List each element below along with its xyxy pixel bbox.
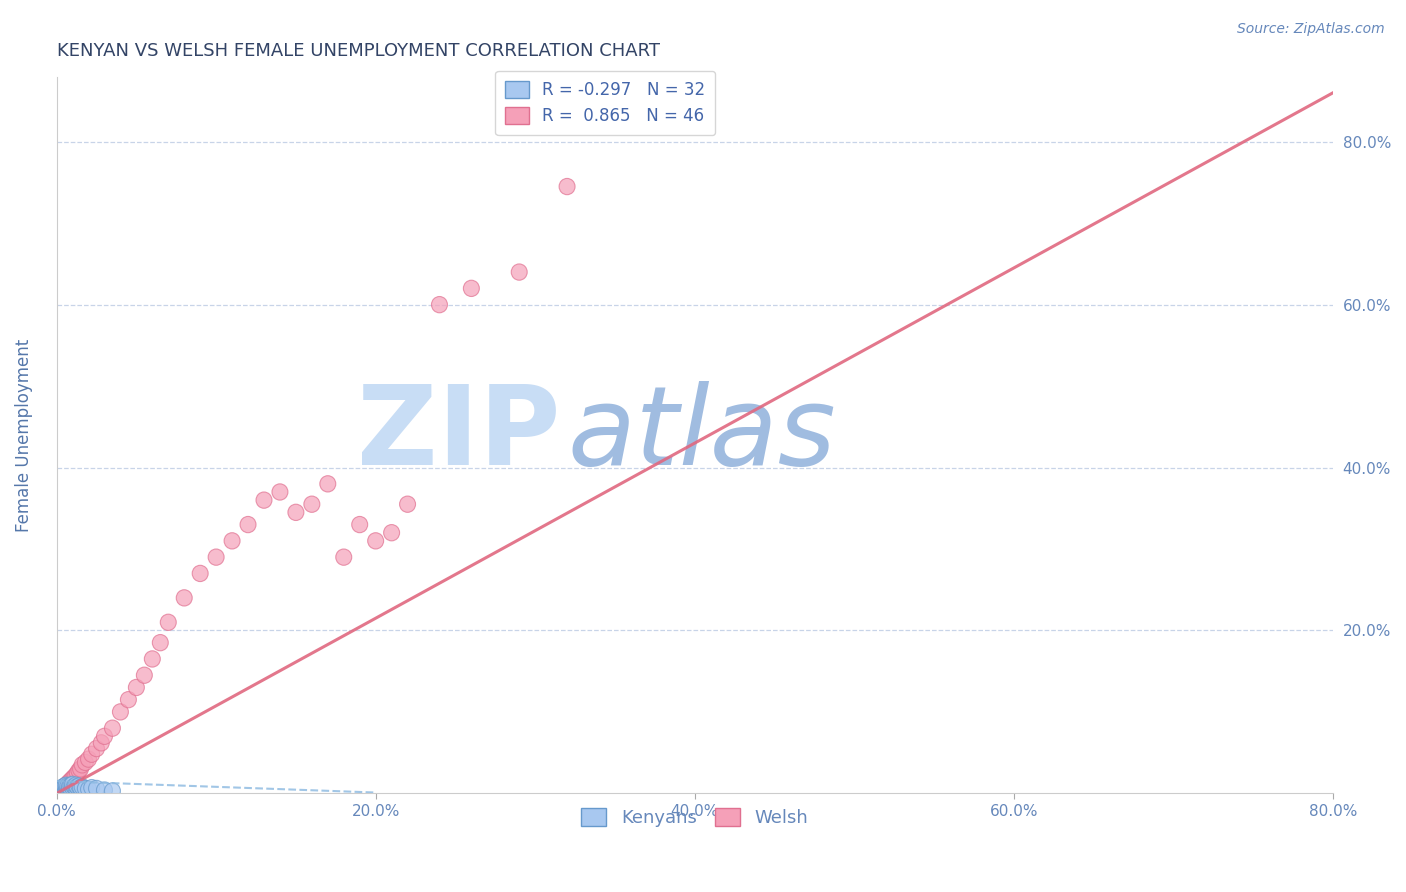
Ellipse shape [60,780,76,797]
Ellipse shape [70,778,87,794]
Ellipse shape [152,634,169,651]
Ellipse shape [336,549,352,566]
Ellipse shape [80,751,97,767]
Ellipse shape [512,264,527,280]
Ellipse shape [84,780,100,796]
Ellipse shape [67,780,84,796]
Ellipse shape [58,779,75,795]
Ellipse shape [256,492,271,508]
Ellipse shape [55,780,70,797]
Ellipse shape [97,782,112,798]
Ellipse shape [70,763,87,779]
Ellipse shape [67,767,84,783]
Ellipse shape [56,779,73,795]
Ellipse shape [288,504,304,521]
Ellipse shape [65,776,80,792]
Y-axis label: Female Unemployment: Female Unemployment [15,338,32,532]
Ellipse shape [104,783,121,799]
Ellipse shape [240,516,256,533]
Ellipse shape [75,756,90,773]
Ellipse shape [55,783,70,799]
Ellipse shape [271,483,288,500]
Ellipse shape [56,778,73,794]
Ellipse shape [62,781,77,797]
Ellipse shape [53,780,69,796]
Ellipse shape [193,566,208,582]
Ellipse shape [69,779,86,795]
Ellipse shape [84,746,100,763]
Ellipse shape [77,755,93,771]
Ellipse shape [208,549,224,566]
Ellipse shape [368,533,384,549]
Ellipse shape [63,777,79,793]
Ellipse shape [80,781,97,797]
Ellipse shape [384,524,399,541]
Ellipse shape [58,777,75,793]
Ellipse shape [66,769,82,785]
Legend: Kenyans, Welsh: Kenyans, Welsh [574,801,815,835]
Ellipse shape [58,781,75,797]
Ellipse shape [56,782,73,798]
Ellipse shape [67,777,84,793]
Ellipse shape [399,496,416,512]
Ellipse shape [65,771,80,787]
Ellipse shape [89,740,104,756]
Ellipse shape [62,773,77,790]
Ellipse shape [112,704,128,720]
Ellipse shape [73,780,89,796]
Ellipse shape [63,780,79,797]
Ellipse shape [560,178,575,194]
Ellipse shape [432,296,447,313]
Ellipse shape [128,680,145,696]
Text: KENYAN VS WELSH FEMALE UNEMPLOYMENT CORRELATION CHART: KENYAN VS WELSH FEMALE UNEMPLOYMENT CORR… [56,42,659,60]
Ellipse shape [60,775,76,792]
Ellipse shape [145,651,160,667]
Ellipse shape [73,761,89,777]
Text: Source: ZipAtlas.com: Source: ZipAtlas.com [1237,22,1385,37]
Ellipse shape [53,781,69,797]
Text: atlas: atlas [567,382,835,489]
Ellipse shape [75,779,90,795]
Ellipse shape [104,720,121,736]
Ellipse shape [65,780,80,796]
Ellipse shape [93,735,110,751]
Text: ZIP: ZIP [357,382,561,489]
Ellipse shape [66,779,82,795]
Ellipse shape [176,590,193,606]
Ellipse shape [352,516,368,533]
Ellipse shape [60,778,76,794]
Ellipse shape [63,772,79,789]
Ellipse shape [136,667,152,683]
Ellipse shape [464,280,479,296]
Ellipse shape [224,533,240,549]
Ellipse shape [121,691,136,708]
Ellipse shape [89,780,104,797]
Ellipse shape [319,475,336,492]
Ellipse shape [58,777,75,793]
Ellipse shape [304,496,319,512]
Ellipse shape [55,780,70,797]
Ellipse shape [56,780,73,796]
Ellipse shape [97,728,112,745]
Ellipse shape [69,764,86,781]
Ellipse shape [160,615,176,631]
Ellipse shape [77,780,93,797]
Ellipse shape [62,779,77,795]
Ellipse shape [52,782,67,798]
